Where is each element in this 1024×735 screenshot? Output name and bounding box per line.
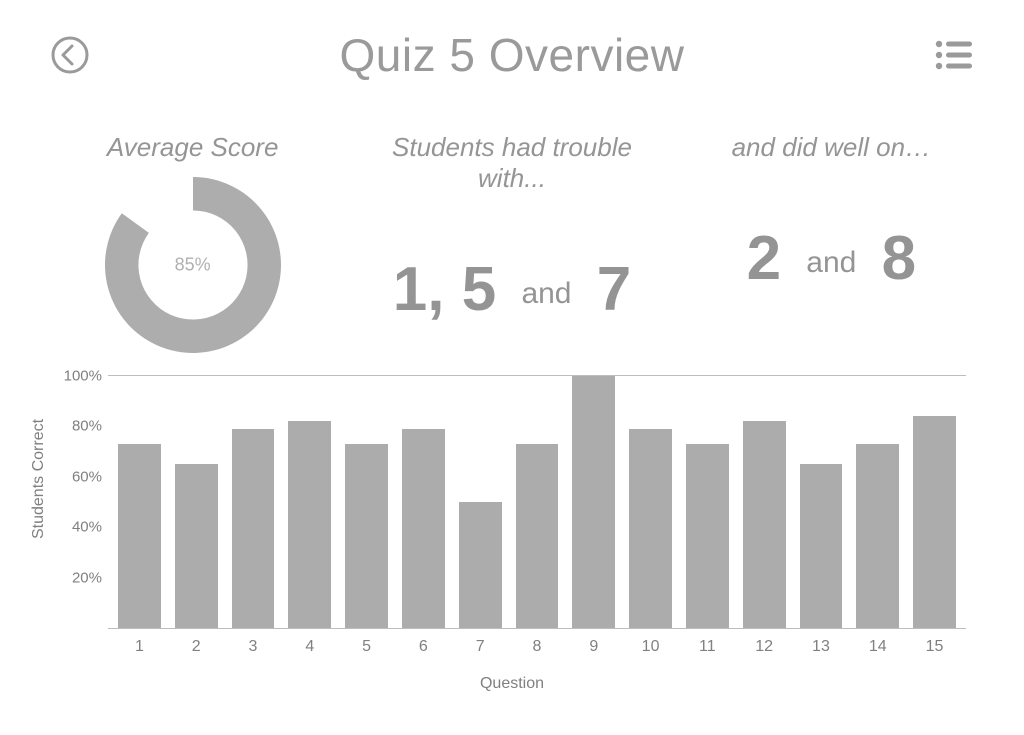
page-title: Quiz 5 Overview <box>92 28 932 82</box>
back-button[interactable] <box>48 33 92 77</box>
trouble-panel: Students had trouble with... 1, 5 and 7 <box>367 132 656 355</box>
bar <box>856 444 899 628</box>
x-tick-label: 9 <box>589 638 598 656</box>
bar <box>402 429 445 628</box>
bar <box>118 444 161 628</box>
bar <box>459 502 502 628</box>
bar-slot: 5 <box>345 376 388 628</box>
well-numbers: 2 and 8 <box>687 223 976 294</box>
bar-slot: 1 <box>118 376 161 628</box>
x-tick-label: 8 <box>533 638 542 656</box>
well-heading: and did well on… <box>687 132 976 163</box>
bar-slot: 3 <box>232 376 275 628</box>
chart-bars: 123456789101112131415 <box>108 376 966 628</box>
x-tick-label: 14 <box>869 638 887 656</box>
y-tick-label: 100% <box>58 368 102 385</box>
bar-slot: 10 <box>629 376 672 628</box>
list-bullets-icon <box>934 39 974 71</box>
average-score-value: 85% <box>175 255 211 276</box>
bar-chart: Students Correct 123456789101112131415 2… <box>48 375 976 685</box>
x-axis-label: Question <box>480 675 544 693</box>
bar-slot: 4 <box>288 376 331 628</box>
average-score-heading: Average Score <box>48 132 337 163</box>
bar <box>572 376 615 628</box>
x-tick-label: 1 <box>135 638 144 656</box>
chart-plot-area: 123456789101112131415 20%40%60%80%100% <box>108 375 966 629</box>
header: Quiz 5 Overview <box>0 0 1024 92</box>
bar <box>629 429 672 628</box>
x-tick-label: 11 <box>699 638 716 656</box>
bar-slot: 6 <box>402 376 445 628</box>
bar-slot: 2 <box>175 376 218 628</box>
bar-slot: 14 <box>856 376 899 628</box>
bar <box>345 444 388 628</box>
x-tick-label: 10 <box>642 638 660 656</box>
bar <box>743 421 786 628</box>
bar-slot: 9 <box>572 376 615 628</box>
x-tick-label: 15 <box>926 638 944 656</box>
bar <box>516 444 559 628</box>
y-tick-label: 80% <box>58 418 102 435</box>
x-tick-label: 6 <box>419 638 428 656</box>
y-axis-label: Students Correct <box>30 418 48 538</box>
bar <box>686 444 729 628</box>
bar-slot: 7 <box>459 376 502 628</box>
summary-row: Average Score 85% Students had trouble w… <box>0 92 1024 355</box>
trouble-heading: Students had trouble with... <box>367 132 656 194</box>
x-tick-label: 7 <box>476 638 485 656</box>
x-tick-label: 5 <box>362 638 371 656</box>
x-tick-label: 12 <box>755 638 773 656</box>
bar <box>288 421 331 628</box>
x-tick-label: 4 <box>305 638 314 656</box>
trouble-numbers: 1, 5 and 7 <box>367 254 656 325</box>
x-tick-label: 3 <box>249 638 258 656</box>
bar <box>175 464 218 628</box>
y-tick-label: 40% <box>58 519 102 536</box>
bar <box>913 416 956 628</box>
average-score-donut: 85% <box>103 175 283 355</box>
bar-slot: 13 <box>800 376 843 628</box>
bar <box>232 429 275 628</box>
bar-slot: 11 <box>686 376 729 628</box>
x-tick-label: 13 <box>812 638 830 656</box>
bar-slot: 15 <box>913 376 956 628</box>
arrow-left-circle-icon <box>50 35 90 75</box>
x-tick-label: 2 <box>192 638 201 656</box>
bar-slot: 12 <box>743 376 786 628</box>
bar-slot: 8 <box>516 376 559 628</box>
list-menu-button[interactable] <box>932 33 976 77</box>
y-tick-label: 60% <box>58 468 102 485</box>
bar <box>800 464 843 628</box>
average-score-panel: Average Score 85% <box>48 132 337 355</box>
well-panel: and did well on… 2 and 8 <box>687 132 976 355</box>
y-tick-label: 20% <box>58 569 102 586</box>
